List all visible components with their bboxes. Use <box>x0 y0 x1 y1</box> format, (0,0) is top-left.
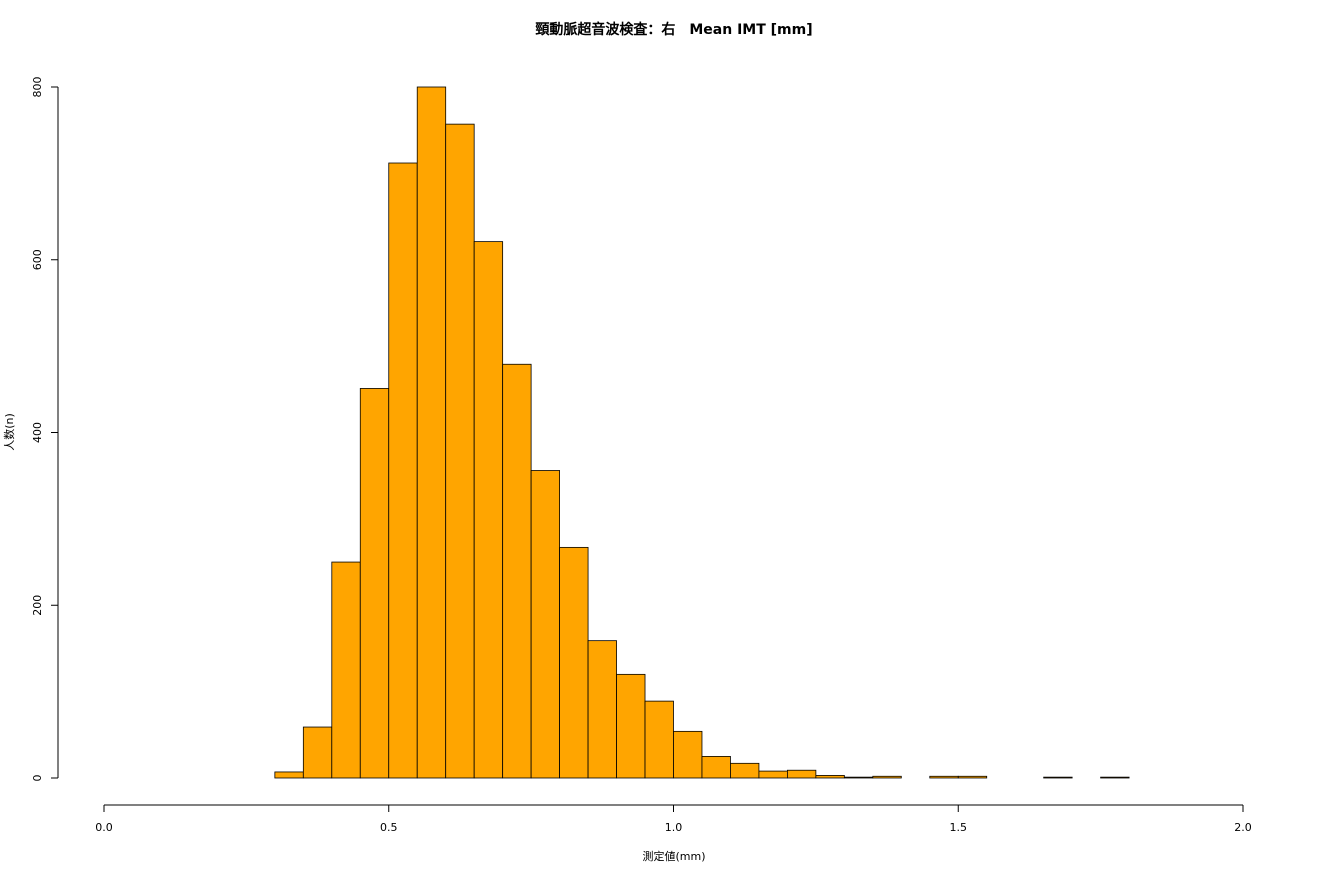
x-axis-label: 測定値(mm) <box>642 849 705 863</box>
bar <box>957 775 988 779</box>
bar <box>416 86 447 779</box>
bar <box>843 776 874 779</box>
bar <box>616 673 646 779</box>
x-tick-label: 0.0 <box>95 821 113 834</box>
bar <box>673 730 703 779</box>
bar <box>274 771 304 779</box>
bar <box>359 388 390 779</box>
bar <box>302 726 333 779</box>
bar <box>644 700 674 779</box>
y-tick-label: 800 <box>31 77 44 98</box>
y-tick-label: 0 <box>31 775 44 782</box>
bar <box>587 640 617 779</box>
bar <box>787 769 817 779</box>
bar <box>872 775 902 779</box>
bar <box>730 762 760 779</box>
bar <box>388 162 418 779</box>
y-tick-label: 400 <box>31 422 44 443</box>
x-tick-label: 2.0 <box>1234 821 1252 834</box>
bar <box>473 241 504 779</box>
bar <box>815 775 845 779</box>
bar <box>758 770 788 779</box>
bar <box>445 123 475 779</box>
y-tick-label: 600 <box>31 249 44 270</box>
bar <box>1100 776 1130 779</box>
bar <box>502 363 532 779</box>
chart-title: 頸動脈超音波検査：右 Mean IMT [mm] <box>535 21 812 38</box>
bar <box>929 775 959 779</box>
y-axis-label: 人数(n) <box>3 413 16 451</box>
bar <box>1043 776 1073 779</box>
bar <box>331 561 361 779</box>
bar <box>701 756 731 779</box>
y-tick-label: 200 <box>31 595 44 616</box>
x-tick-label: 1.0 <box>665 821 683 834</box>
bar <box>559 546 589 779</box>
bar <box>530 470 561 779</box>
x-tick-label: 0.5 <box>380 821 398 834</box>
x-tick-label: 1.5 <box>950 821 968 834</box>
